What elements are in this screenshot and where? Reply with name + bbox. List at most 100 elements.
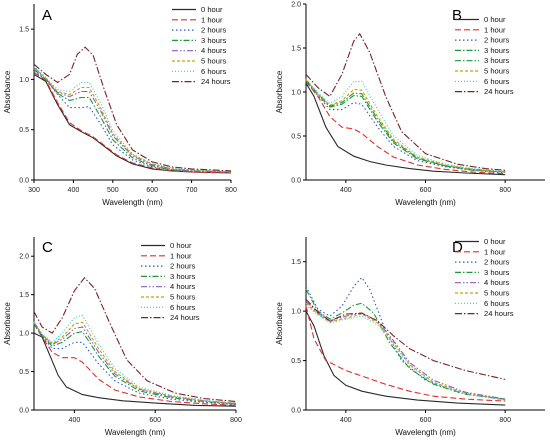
legend-label: 0 hour — [484, 237, 506, 246]
y-tick-label: 0.0 — [291, 178, 301, 185]
y-tick-label: 0.0 — [291, 408, 301, 415]
series-line — [33, 323, 237, 406]
panel-D: 400 600 800 0.0 0.5 1.0 1.5 Wavelength (nm) Abso… — [275, 237, 545, 437]
x-tick-label: 300 — [28, 187, 40, 194]
y-tick-label: 1.0 — [291, 90, 301, 97]
legend-label: 2 hours — [170, 262, 196, 271]
series-line — [305, 79, 506, 173]
x-tick-label: 600 — [420, 187, 432, 194]
x-tick-label: 400 — [69, 417, 81, 424]
series-line — [305, 310, 506, 406]
y-axis-label: Absorbance — [3, 70, 12, 113]
y-tick-label: 0.5 — [19, 369, 29, 376]
x-tick-label: 800 — [225, 187, 237, 194]
x-tick-label: 600 — [149, 417, 161, 424]
legend-label: 24 hours — [201, 77, 231, 86]
series-line — [33, 71, 232, 174]
legend-label: 3 hours — [201, 36, 227, 45]
legend-label: 5 hours — [484, 289, 510, 298]
series-line — [305, 289, 506, 400]
legend-label: 6 hours — [170, 303, 196, 312]
y-tick-label: 0.5 — [19, 127, 29, 134]
x-tick-label: 400 — [340, 187, 352, 194]
series-line — [305, 79, 506, 173]
x-tick-label: 600 — [420, 417, 432, 424]
panel-B: 400 600 800 0.0 0.5 1.0 1.5 2.0 Wavelength (nm) A… — [275, 2, 545, 207]
legend-label: 0 hour — [484, 15, 506, 24]
legend-label: 1 hour — [484, 25, 506, 34]
legend-label: 24 hours — [484, 309, 514, 318]
series-line — [33, 46, 232, 172]
series-line — [305, 298, 506, 380]
series-line — [305, 276, 506, 400]
panel-label: D — [452, 239, 463, 256]
x-tick-label: 800 — [499, 417, 511, 424]
y-tick-label: 0.0 — [19, 178, 29, 185]
series-line — [33, 323, 237, 406]
legend-label: 3 hours — [170, 272, 196, 281]
series-line — [33, 66, 232, 173]
series-line — [305, 304, 506, 401]
legend-label: 6 hours — [484, 299, 510, 308]
series-line — [305, 306, 506, 402]
x-axis-label: Wavelength (nm) — [105, 428, 166, 437]
y-tick-label: 1.0 — [19, 77, 29, 84]
series-line — [305, 302, 506, 401]
legend-label: 24 hours — [170, 313, 200, 322]
series-line — [305, 78, 506, 172]
legend-label: 4 hours — [201, 46, 227, 55]
legend-label: 3 hours — [484, 46, 510, 55]
legend-label: 4 hours — [170, 282, 196, 291]
y-axis-label: Absorbance — [275, 70, 284, 113]
legend-label: 6 hours — [201, 67, 227, 76]
series-line — [33, 321, 237, 405]
x-axis-label: Wavelength (nm) — [395, 428, 456, 437]
panel-label: B — [452, 7, 462, 24]
legend-label: 2 hours — [484, 258, 510, 267]
legend-label: 5 hours — [201, 57, 227, 66]
x-tick-label: 800 — [230, 417, 242, 424]
y-axis-label: Absorbance — [3, 302, 12, 345]
x-tick-label: 400 — [68, 187, 80, 194]
legend-label: 5 hours — [484, 67, 510, 76]
y-tick-label: 1.5 — [291, 46, 301, 53]
panel-C: 400 600 800 0.0 0.5 1.0 1.5 2.0 Wavelength (nm) A… — [3, 237, 242, 437]
series-line — [305, 80, 506, 173]
panel-A: 300 400 500 600 700 800 0.0 0.5 1.0 1.5 Wavelength… — [3, 4, 237, 207]
series-line — [33, 68, 232, 173]
legend-label: 3 hours — [484, 268, 510, 277]
series-line — [33, 322, 237, 405]
x-axis-label: Wavelength (nm) — [395, 198, 456, 207]
legend-label: 2 hours — [201, 26, 227, 35]
y-tick-label: 0.5 — [291, 134, 301, 141]
x-axis-label: Wavelength (nm) — [102, 198, 163, 207]
x-tick-label: 700 — [186, 187, 198, 194]
legend-label: 1 hour — [170, 251, 192, 260]
y-tick-label: 2.0 — [291, 2, 301, 9]
series-line — [305, 81, 506, 175]
y-tick-label: 1.0 — [291, 309, 301, 316]
y-tick-label: 1.0 — [19, 331, 29, 338]
y-tick-label: 1.5 — [19, 292, 29, 299]
series-line — [33, 276, 237, 403]
y-axis-label: Absorbance — [275, 302, 284, 345]
legend-label: 2 hours — [484, 36, 510, 45]
x-tick-label: 400 — [340, 417, 352, 424]
series-line — [33, 65, 232, 173]
series-line — [33, 321, 237, 404]
legend-label: 3 hours — [484, 56, 510, 65]
y-tick-label: 1.5 — [19, 27, 29, 34]
y-tick-label: 2.0 — [19, 254, 29, 261]
x-tick-label: 600 — [146, 187, 158, 194]
panel-label: A — [42, 7, 52, 24]
series-line — [305, 300, 506, 400]
panel-label: C — [42, 239, 53, 256]
legend-label: 0 hour — [201, 5, 223, 14]
y-tick-label: 0.5 — [291, 358, 301, 365]
